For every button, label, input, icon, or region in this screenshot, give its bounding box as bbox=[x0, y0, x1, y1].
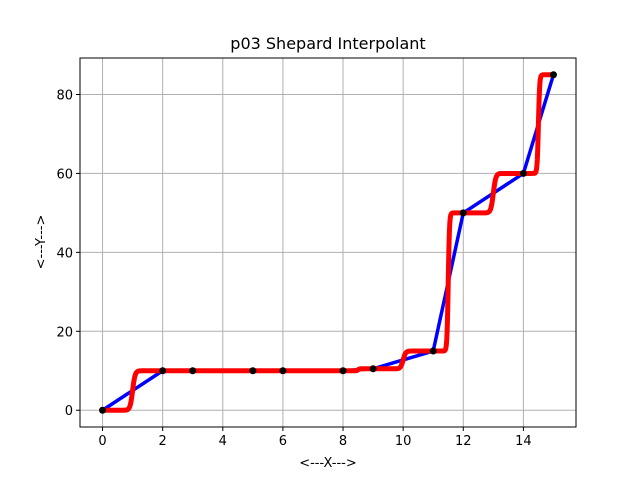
data-point bbox=[339, 367, 347, 375]
data-line bbox=[101, 74, 556, 412]
data-point bbox=[459, 209, 467, 217]
data-points bbox=[99, 71, 557, 414]
y-axis-label: <---Y---> bbox=[34, 215, 49, 270]
x-tick-label: 6 bbox=[279, 434, 287, 449]
y-tick-label: 60 bbox=[56, 167, 73, 182]
plot-frame bbox=[79, 57, 577, 428]
data-point bbox=[549, 71, 557, 79]
y-tick-label: 0 bbox=[65, 404, 73, 419]
y-tick-label: 20 bbox=[56, 325, 73, 340]
data-point bbox=[429, 347, 437, 355]
x-tick-label: 10 bbox=[395, 434, 412, 449]
y-tick-label: 80 bbox=[56, 89, 73, 104]
shepard-interpolant-line bbox=[100, 72, 556, 413]
data-point bbox=[99, 406, 107, 414]
data-point bbox=[189, 367, 197, 375]
y-tick-label: 40 bbox=[56, 246, 73, 261]
data-point bbox=[159, 367, 167, 375]
series-layer bbox=[100, 72, 556, 413]
x-axis-label: <---X---> bbox=[299, 456, 357, 471]
chart-title: p03 Shepard Interpolant bbox=[230, 34, 425, 53]
data-point bbox=[279, 367, 287, 375]
data-point bbox=[369, 365, 377, 373]
data-point bbox=[249, 367, 257, 375]
x-tick-label: 8 bbox=[339, 434, 347, 449]
x-tick-label: 12 bbox=[455, 434, 472, 449]
data-point bbox=[519, 169, 527, 177]
x-tick-label: 14 bbox=[515, 434, 532, 449]
ticks: 0 2 4 6 8 10 12 14 0 20 40 60 80 bbox=[56, 89, 531, 449]
x-tick-label: 4 bbox=[219, 434, 227, 449]
grid bbox=[80, 58, 576, 427]
x-tick-label: 2 bbox=[159, 434, 167, 449]
x-tick-label: 0 bbox=[98, 434, 106, 449]
